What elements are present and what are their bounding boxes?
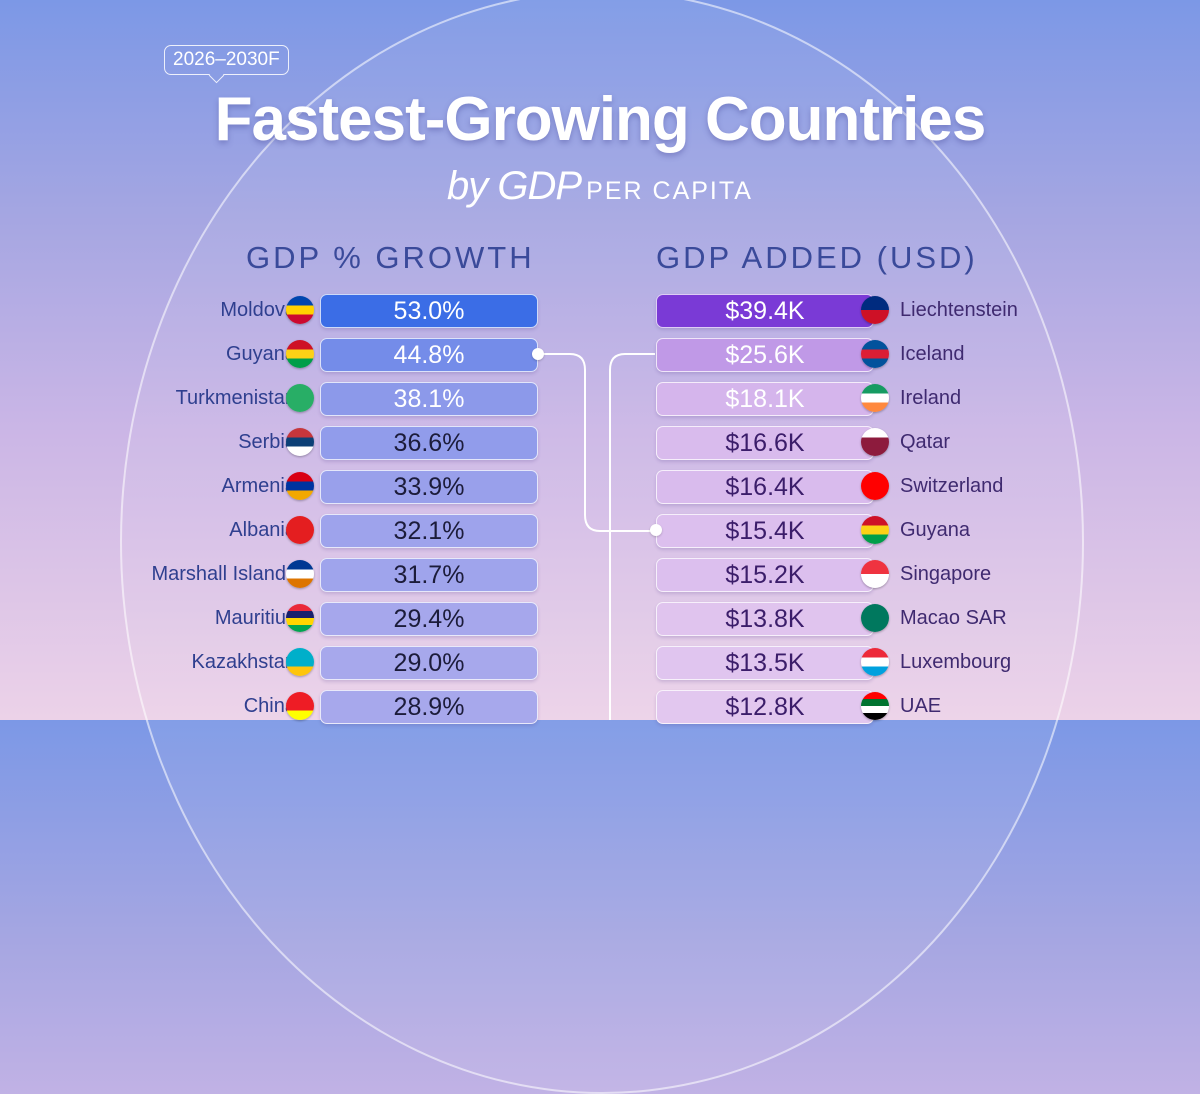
bar-value: 32.1% xyxy=(320,514,538,548)
chart-row: Marshall Islands 31.7% xyxy=(100,558,540,592)
flag-icon xyxy=(861,472,889,500)
chart-row: $13.5K Luxembourg xyxy=(656,646,1096,680)
country-label: Ireland xyxy=(900,387,962,409)
country-label: Albania xyxy=(229,519,296,541)
country-label: Guyana xyxy=(225,343,296,365)
chart-row: $16.6K Qatar xyxy=(656,426,1096,460)
growth-column-heading: GDP % GROWTH xyxy=(246,240,535,275)
bar-value: 53.0% xyxy=(320,294,538,328)
flag-icon xyxy=(861,604,889,632)
flag-icon xyxy=(861,428,889,456)
bar-value: 38.1% xyxy=(320,382,538,416)
highlight-dot xyxy=(532,348,544,360)
bar-value: $16.4K xyxy=(656,470,874,504)
chart-row: Kazakhstan 29.0% xyxy=(100,646,540,680)
chart-row: Armenia 33.9% xyxy=(100,470,540,504)
flag-icon xyxy=(286,340,314,368)
country-label: Mauritius xyxy=(214,607,296,629)
center-divider-line xyxy=(609,353,655,720)
subtitle-by-gdp: by GDP xyxy=(447,164,582,208)
guyana-connector xyxy=(0,0,1200,720)
chart-row: Mauritius 29.4% xyxy=(100,602,540,636)
flag-icon xyxy=(861,692,889,720)
chart-row: $25.6K Iceland xyxy=(656,338,1096,372)
country-label: Armenia xyxy=(221,475,296,497)
country-label: Qatar xyxy=(900,431,951,453)
country-label: Iceland xyxy=(900,343,965,365)
bar-value: 33.9% xyxy=(320,470,538,504)
bar-value: 29.0% xyxy=(320,646,538,680)
flag-icon xyxy=(861,516,889,544)
country-label: Serbia xyxy=(238,431,296,453)
guyana-connector-line xyxy=(540,353,655,532)
flag-icon xyxy=(861,340,889,368)
chart-row: Guyana 44.8% xyxy=(100,338,544,372)
country-label: Turkmenistan xyxy=(175,387,296,409)
flag-icon xyxy=(286,428,314,456)
flag-icon xyxy=(286,472,314,500)
subtitle: by GDP PER CAPITA xyxy=(0,164,1200,209)
page-title: Fastest-Growing Countries xyxy=(214,85,987,154)
flag-icon xyxy=(861,384,889,412)
highlight-dot xyxy=(650,524,662,536)
subtitle-per-capita: PER CAPITA xyxy=(586,177,753,205)
bar-value: $25.6K xyxy=(656,338,874,372)
bar-value: 28.9% xyxy=(320,690,538,724)
bar-value: $12.8K xyxy=(656,690,874,724)
chart-row: Serbia 36.6% xyxy=(100,426,540,460)
flag-icon xyxy=(861,648,889,676)
country-label: Liechtenstein xyxy=(900,299,1018,321)
chart-row: Turkmenistan 38.1% xyxy=(100,382,540,416)
flag-icon xyxy=(861,560,889,588)
bar-value: 44.8% xyxy=(320,338,538,372)
country-label: China xyxy=(243,695,296,717)
country-label: Luxembourg xyxy=(900,651,1012,673)
bar-value: $16.6K xyxy=(656,426,874,460)
chart-row: $39.4K Liechtenstein xyxy=(656,294,1096,328)
country-label: Singapore xyxy=(900,563,992,585)
bar-value: $13.5K xyxy=(656,646,874,680)
chart-row: $18.1K Ireland xyxy=(656,382,1096,416)
country-label: Switzerland xyxy=(900,475,1004,497)
country-label: Moldova xyxy=(220,299,296,321)
country-label: Guyana xyxy=(900,519,971,541)
bar-value: 31.7% xyxy=(320,558,538,592)
flag-icon xyxy=(286,296,314,324)
chart-row: $12.8K UAE xyxy=(656,690,1096,724)
flag-icon xyxy=(861,296,889,324)
country-label: Marshall Islands xyxy=(151,563,296,585)
country-label: Kazakhstan xyxy=(191,651,296,673)
chart-row: $15.4K Guyana xyxy=(650,514,1096,548)
chart-row: China 28.9% xyxy=(100,690,540,724)
bar-value: 36.6% xyxy=(320,426,538,460)
period-badge: 2026–2030F xyxy=(164,45,289,75)
bar-value: $18.1K xyxy=(656,382,874,416)
bar-value: $15.2K xyxy=(656,558,874,592)
bar-value: 29.4% xyxy=(320,602,538,636)
country-label: UAE xyxy=(900,695,942,717)
bar-value: $39.4K xyxy=(656,294,874,328)
flag-icon xyxy=(286,648,314,676)
chart-row: $16.4K Switzerland xyxy=(656,470,1096,504)
gdp-added-column-heading: GDP ADDED (USD) xyxy=(656,240,978,275)
flag-icon xyxy=(286,692,314,720)
bar-value: $15.4K xyxy=(656,514,874,548)
chart-row: $15.2K Singapore xyxy=(656,558,1096,592)
bar-value: $13.8K xyxy=(656,602,874,636)
country-label: Macao SAR xyxy=(900,607,1007,629)
chart-row: Moldova 53.0% xyxy=(100,294,540,328)
chart-row: Albania 32.1% xyxy=(100,514,540,548)
flag-icon xyxy=(286,560,314,588)
chart-row: $13.8K Macao SAR xyxy=(656,602,1096,636)
flag-icon xyxy=(286,516,314,544)
flag-icon xyxy=(286,384,314,412)
flag-icon xyxy=(286,604,314,632)
